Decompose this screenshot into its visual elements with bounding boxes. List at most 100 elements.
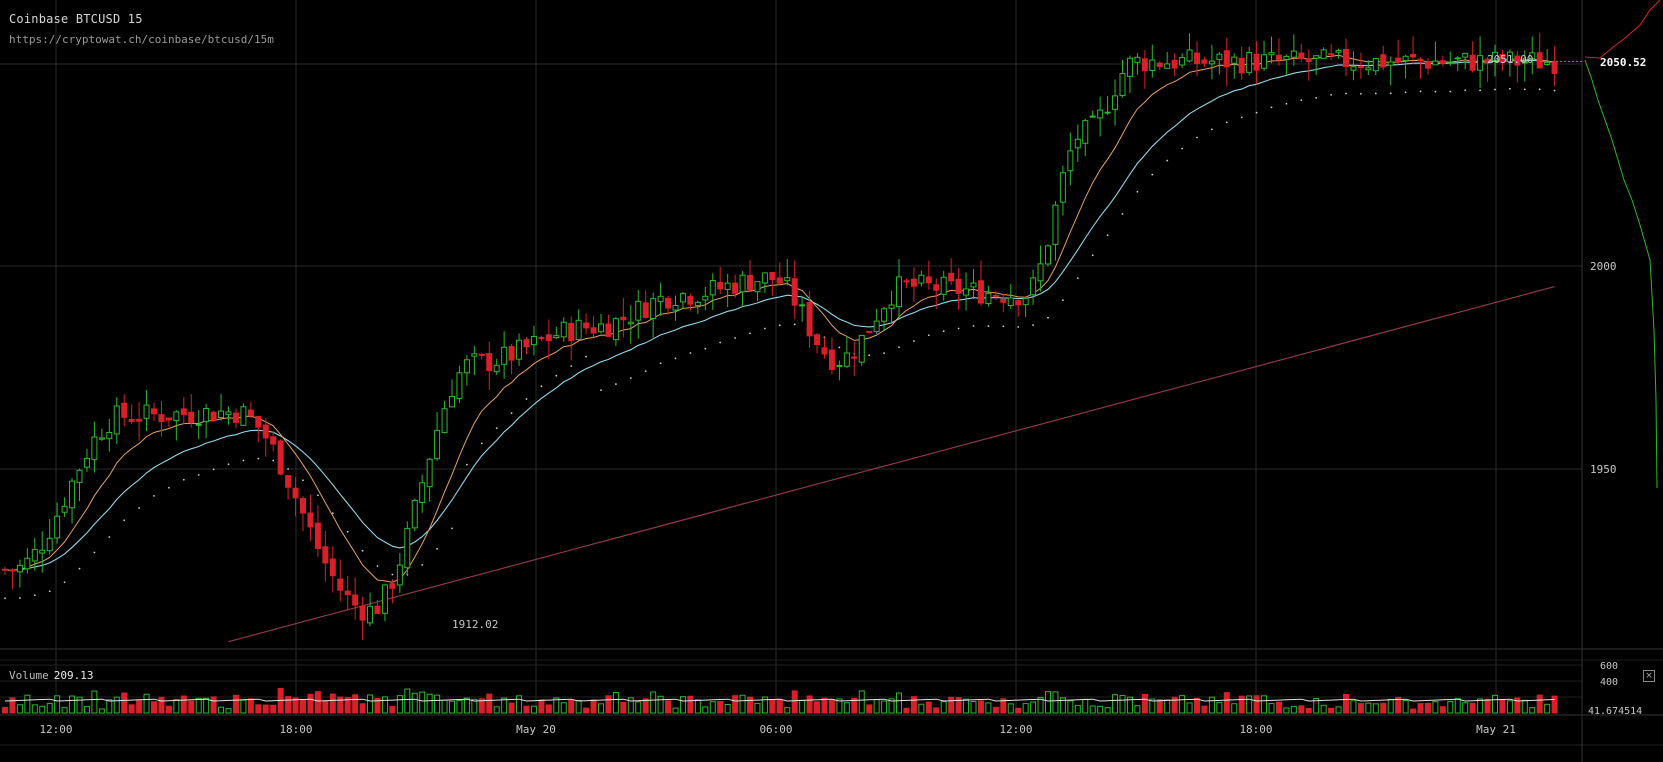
band-dot <box>331 512 334 515</box>
candle-body <box>1417 58 1424 62</box>
candle-body <box>627 321 634 325</box>
close-icon[interactable]: × <box>1643 670 1655 682</box>
band-dot <box>1360 92 1362 95</box>
volume-bar <box>821 697 828 714</box>
candle-body <box>530 335 537 346</box>
volume-bar <box>687 695 694 714</box>
volume-bar <box>16 704 23 714</box>
volume-bar <box>709 701 716 714</box>
band-dot <box>93 551 96 554</box>
volume-bar <box>516 695 523 714</box>
candle-body <box>694 302 701 307</box>
candle-body <box>598 323 604 333</box>
volume-bar <box>9 697 16 714</box>
band-dot <box>1196 136 1198 139</box>
volume-bar <box>1536 694 1543 714</box>
band-dot <box>212 468 215 471</box>
chart-url[interactable]: https://cryptowat.ch/coinbase/btcusd/15m <box>9 33 274 46</box>
volume-bar <box>329 693 336 714</box>
volume-bar <box>1328 707 1335 714</box>
volume-bar <box>769 698 776 714</box>
band-dot <box>1404 91 1407 94</box>
volume-bar <box>1432 701 1439 714</box>
band-dot <box>734 337 736 339</box>
candle-body <box>1179 57 1186 66</box>
band-dot <box>615 383 617 385</box>
candle-body <box>1007 297 1014 306</box>
volume-bar <box>1350 700 1357 714</box>
volume-bar <box>1387 698 1394 714</box>
volume-bar <box>307 693 314 714</box>
candle-body <box>702 295 709 301</box>
candle-body <box>1231 56 1238 64</box>
band-dot <box>570 365 573 367</box>
candle-body <box>1536 52 1543 69</box>
volume-bar <box>925 701 932 714</box>
candle-body <box>478 354 485 357</box>
volume-bar <box>1395 696 1402 714</box>
candle-body <box>1454 57 1461 60</box>
band-dot <box>510 412 513 415</box>
volume-bar <box>158 696 165 714</box>
candle-body <box>635 300 642 321</box>
candle-body <box>180 408 187 416</box>
band-dot <box>361 549 364 552</box>
candle-body <box>940 276 947 295</box>
candle-body <box>292 487 299 499</box>
band-dot <box>749 332 751 335</box>
candle-body <box>1156 62 1163 67</box>
band-dot <box>1211 128 1213 131</box>
x-tick-label: 12:00 <box>999 723 1032 736</box>
candle-body <box>955 278 962 294</box>
candle-body <box>83 458 90 468</box>
volume-bar <box>1231 703 1238 714</box>
volume-bar <box>1492 694 1498 714</box>
volume-bar <box>1246 695 1253 714</box>
candle-body <box>165 417 172 421</box>
candle-body <box>285 475 292 488</box>
candle-body <box>396 564 403 586</box>
candle-body <box>24 557 31 570</box>
candle-body <box>1045 245 1051 265</box>
volume-bar <box>866 704 873 714</box>
volume-bar <box>1089 705 1096 714</box>
volume-bar <box>1194 697 1200 714</box>
candle-body <box>1432 60 1439 66</box>
candle-body <box>508 346 515 361</box>
candle-body <box>1335 49 1342 53</box>
candle-body <box>1097 109 1104 119</box>
x-tick-label: 12:00 <box>39 723 72 736</box>
candle-body <box>39 549 46 554</box>
band-dot <box>1464 89 1467 92</box>
band-dot <box>689 352 692 354</box>
band-dot <box>466 463 468 466</box>
volume-bar <box>1439 706 1446 714</box>
chart-header: Coinbase BTCUSD 15 https://cryptowat.ch/… <box>9 12 274 46</box>
band-dot <box>1449 90 1452 93</box>
candle-body <box>858 334 865 363</box>
volume-bar <box>1283 707 1290 714</box>
candle-body <box>1283 55 1290 60</box>
band-dot <box>78 567 81 570</box>
volume-bar <box>665 700 672 714</box>
candle-body <box>61 505 68 513</box>
volume-bar <box>76 696 83 714</box>
candle-body <box>1380 54 1387 68</box>
x-tick-label: 18:00 <box>1239 723 1272 736</box>
candle-body <box>828 349 835 370</box>
candle-body <box>1082 120 1089 144</box>
volume-bar <box>1544 703 1551 714</box>
volume-y-tick: 400 <box>1600 677 1618 688</box>
candle-body <box>1305 58 1312 63</box>
band-dot <box>346 530 349 533</box>
candle-body <box>1201 59 1208 64</box>
candlestick-series <box>2 32 1558 641</box>
band-dot <box>391 573 394 576</box>
band-dot <box>1434 90 1437 93</box>
ema-fast-path <box>4 54 1555 583</box>
candle-body <box>389 583 396 589</box>
candle-body <box>9 569 16 572</box>
volume-bar <box>761 696 768 714</box>
